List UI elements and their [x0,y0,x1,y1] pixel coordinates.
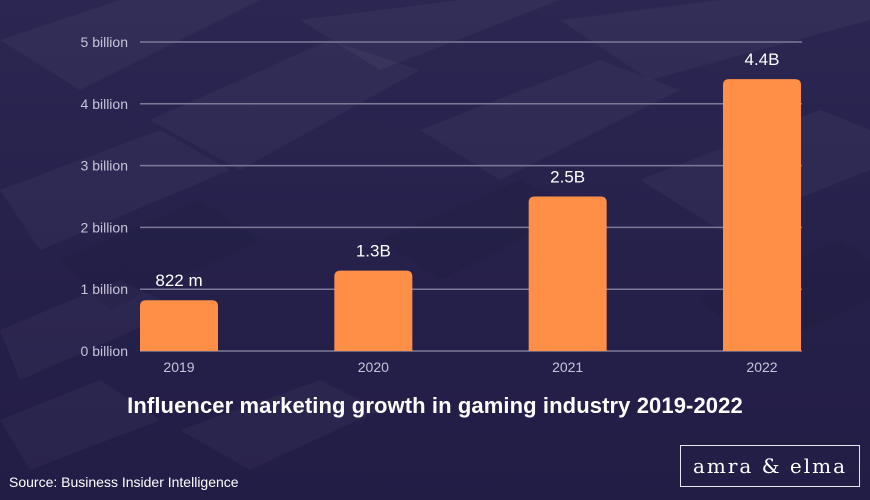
bar-2021 [528,196,607,351]
y-tick-label-0: 0 billion [81,343,128,359]
y-tick-label-2: 2 billion [81,219,128,235]
category-label-2021: 2021 [552,359,583,375]
data-label-2019: 822 m [155,271,202,290]
y-tick-label-3: 3 billion [81,158,128,174]
category-label-2020: 2020 [358,359,389,375]
y-axis-tick-labels: 0 billion 1 billion 2 billion 3 billion 4 bi… [81,34,128,359]
bars [140,79,801,351]
y-tick-label-1: 1 billion [81,281,128,297]
brand-logo: amra & elma [680,445,860,487]
data-labels: 822 m 1.3B 2.5B 4.4B [155,50,779,290]
bar-2020 [334,270,413,351]
category-label-2022: 2022 [746,359,777,375]
x-axis-category-labels: 2019 2020 2021 2022 [163,359,777,375]
chart-title: Influencer marketing growth in gaming in… [127,393,743,418]
y-tick-label-5: 5 billion [81,34,128,50]
data-label-2022: 4.4B [745,50,780,69]
data-label-2021: 2.5B [550,168,585,187]
gridlines [140,41,802,352]
data-label-2020: 1.3B [356,242,391,261]
y-tick-label-4: 4 billion [81,96,128,112]
bar-2019 [140,300,218,351]
bar-2022 [723,79,801,351]
category-label-2019: 2019 [163,359,194,375]
source-note: Source: Business Insider Intelligence [9,474,239,490]
